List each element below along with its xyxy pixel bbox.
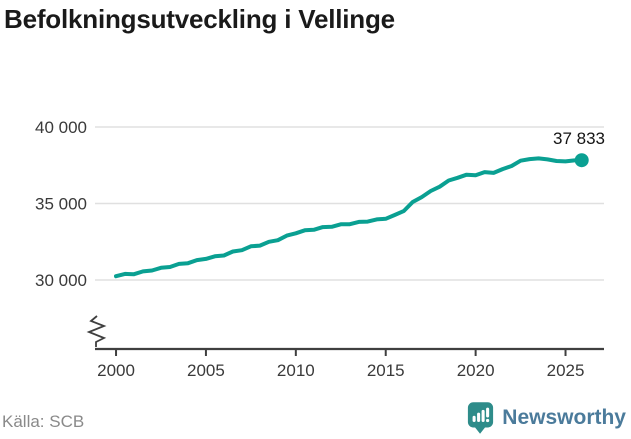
- source-note: Källa: SCB: [2, 412, 85, 431]
- x-tick-label: 2020: [457, 361, 495, 380]
- newsworthy-pin-chart-icon: [468, 402, 494, 434]
- axis-break-icon: [86, 315, 107, 347]
- end-value-label: 37 833: [553, 129, 605, 148]
- y-axis-labels: 30 000 35 000 40 000: [35, 118, 87, 290]
- page-title: Befolkningsutveckling i Vellinge: [4, 4, 395, 34]
- newsworthy-logo[interactable]: Newsworthy: [467, 401, 626, 435]
- brand-name-label: Newsworthy: [502, 406, 626, 429]
- x-tick-label: 2015: [367, 361, 405, 380]
- x-tick-label: 2010: [277, 361, 315, 380]
- x-tick-label: 2005: [187, 361, 225, 380]
- population-series-line: [114, 156, 584, 279]
- x-axis-ticks: 2000 2005 2010 2015 2020 2025: [97, 349, 584, 380]
- x-tick-label: 2000: [97, 361, 135, 380]
- gridlines: [95, 126, 604, 281]
- x-tick-label: 2025: [547, 361, 585, 380]
- y-tick-label: 35 000: [35, 195, 87, 214]
- y-tick-label: 40 000: [35, 118, 87, 137]
- series-end-dot: [574, 153, 589, 168]
- y-tick-label: 30 000: [35, 271, 87, 290]
